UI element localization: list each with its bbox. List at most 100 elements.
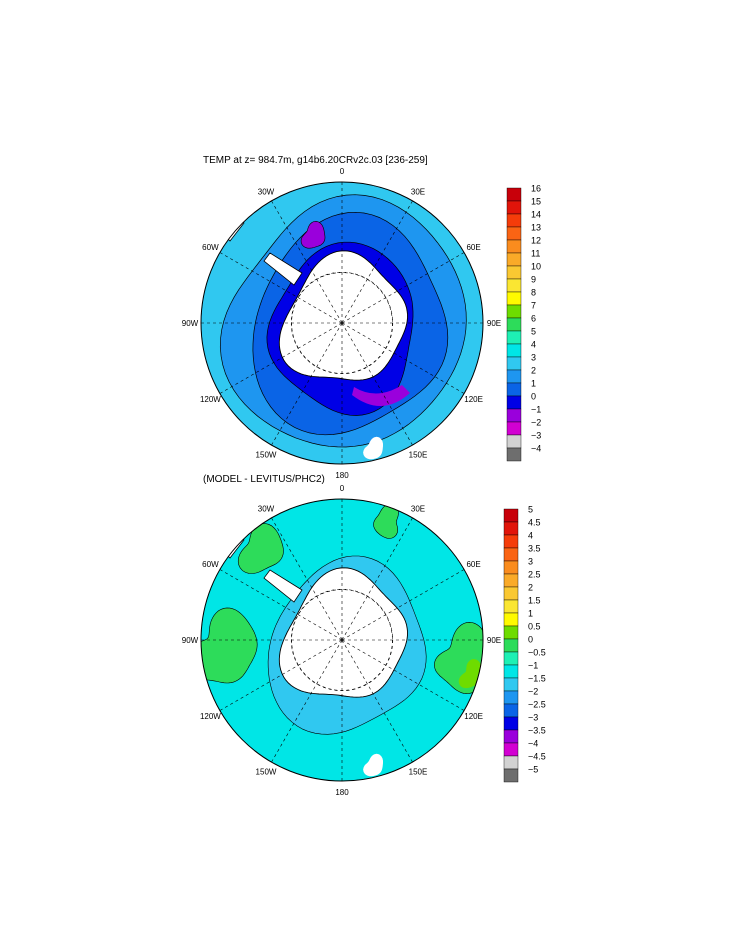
colorbar-swatch [506,187,522,202]
colorbar-swatch [503,521,519,536]
panel-title: TEMP at z= 984.7m, g14b6.20CRv2c.03 [236… [203,155,428,166]
colorbar-label: 2 [531,366,536,376]
map-border [200,181,484,465]
colorbar-swatch [506,395,522,410]
longitude-label: 90W [182,319,199,328]
colorbar-label: 10 [531,262,541,272]
colorbar-label: 14 [531,210,541,220]
colorbar-swatch [503,729,519,744]
longitude-label: 180 [335,788,349,797]
colorbar-label: 3 [531,353,536,363]
colorbar-label: −1.5 [528,674,546,684]
colorbar-label: 4 [528,531,533,541]
colorbar-label: −1 [531,405,541,415]
colorbar-swatch [503,534,519,549]
field-layer [201,182,483,464]
colorbar-label: −3 [528,713,538,723]
colorbar-swatch [503,716,519,731]
longitude-label: 150W [256,451,277,460]
colorbar-swatch [506,252,522,267]
colorbar-label: 4.5 [528,518,541,528]
colorbar-label: 6 [531,314,536,324]
field-cold-patch [300,220,326,249]
colorbar-swatch [503,586,519,601]
colorbar-label: 3.5 [528,544,541,554]
longitude-label: 90W [182,636,199,645]
colorbar-label: 0.5 [528,622,541,632]
longitude-label: 60W [202,243,219,252]
longitude-label: 150E [409,451,428,460]
antarctic-peninsula [263,252,303,286]
colorbar-label: 9 [531,275,536,285]
colorbar-label: 1 [528,609,533,619]
field-pos-nw [237,523,284,574]
longitude-label: 30W [258,187,275,196]
colorbar-swatch [506,356,522,371]
colorbar-label: 15 [531,197,541,207]
colorbar-swatch [506,239,522,254]
colorbar-swatch [503,638,519,653]
longitude-label: 30E [411,187,425,196]
longitude-label: 90E [487,636,501,645]
longitude-label: 120W [200,395,221,404]
field-layer [201,499,483,781]
colorbar-label: 13 [531,223,541,233]
colorbar-label: 5 [528,505,533,515]
longitude-label: 90E [487,319,501,328]
colorbar-label: 3 [528,557,533,567]
colorbar-swatch [503,508,519,523]
colorbar-swatch [506,213,522,228]
colorbar-label: −5 [528,765,538,775]
colorbar-label: 1 [531,379,536,389]
colorbar-label: −2 [531,418,541,428]
longitude-label: 30E [411,504,425,513]
colorbar-swatch [506,200,522,215]
map-border [200,498,484,782]
colorbar-label: −0.5 [528,648,546,658]
colorbar-swatch [503,677,519,692]
longitude-label: 0 [340,484,345,493]
colorbar-swatch [506,382,522,397]
longitude-label: 120W [200,712,221,721]
colorbar-swatch [503,742,519,757]
colorbar-swatch [503,573,519,588]
colorbar-label: −3 [531,431,541,441]
longitude-label: 60E [466,243,480,252]
colorbar-label: 8 [531,288,536,298]
panel-title: (MODEL - LEVITUS/PHC2) [203,474,325,485]
landmass-south [363,436,383,460]
longitude-label: 180 [335,471,349,480]
longitude-label: 60E [466,560,480,569]
colorbar-swatch [506,343,522,358]
map-panel-2: (MODEL - LEVITUS/PHC2) 0 30E 60E 90E 120E 150E… [182,474,546,797]
colorbar-label: 2 [528,583,533,593]
colorbar-label: 4 [531,340,536,350]
colorbar-swatch [503,690,519,705]
colorbar-label: 2.5 [528,570,541,580]
colorbar-label: −4 [531,444,541,454]
colorbar-label: 12 [531,236,541,246]
colorbar-swatch [503,547,519,562]
colorbar-label: −2 [528,687,538,697]
longitude-label: 120E [464,395,483,404]
colorbar-swatch [503,612,519,627]
colorbar-swatch [506,330,522,345]
colorbar-swatch [503,755,519,770]
colorbar-swatch [506,369,522,384]
field-pos-north [373,503,399,539]
colorbar-swatch [503,768,519,783]
colorbar-label: 7 [531,301,536,311]
longitude-label: 150W [256,768,277,777]
colorbar-swatch [503,560,519,575]
colorbar-label: 1.5 [528,596,541,606]
longitude-label: 30W [258,504,275,513]
colorbar-swatch [503,651,519,666]
colorbar-swatch [506,226,522,241]
field-pos-west [201,607,258,684]
colorbar-swatch [503,599,519,614]
colorbar-swatch [503,664,519,679]
landmass-south [363,753,383,777]
longitude-label: 120E [464,712,483,721]
